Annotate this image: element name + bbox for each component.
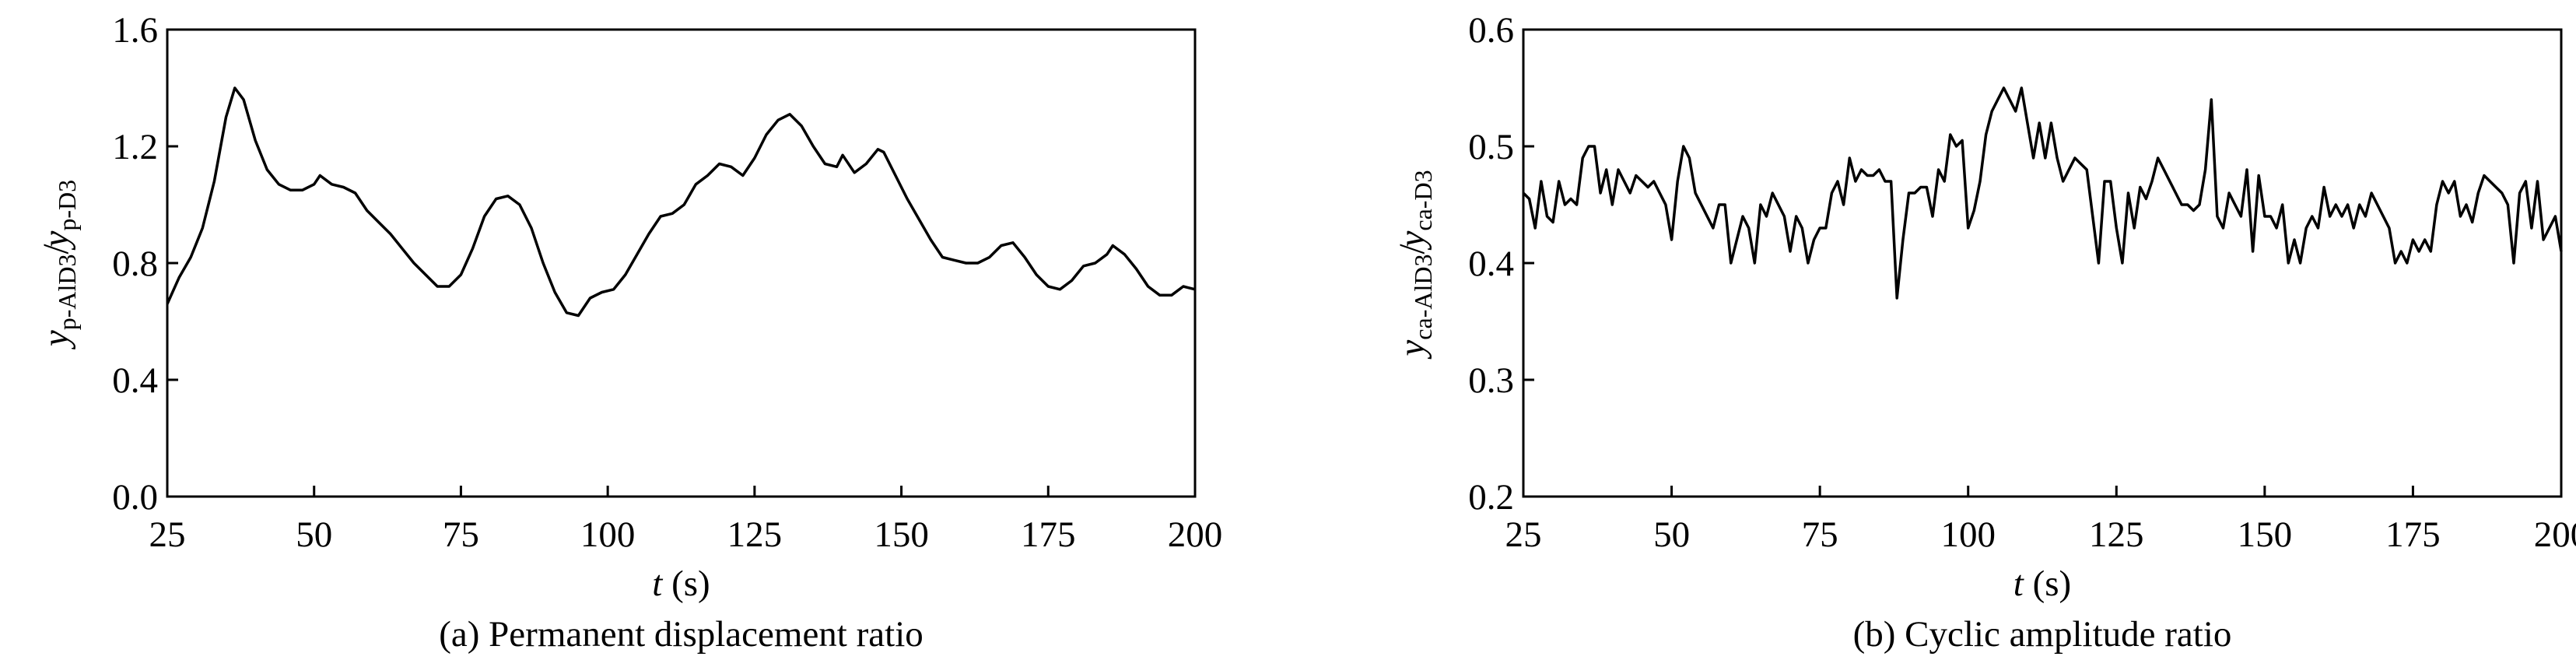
x-tick-label: 200 — [1168, 514, 1223, 555]
x-tick-label: 200 — [2534, 514, 2576, 555]
plot-frame — [166, 28, 1197, 498]
x-tick-label: 125 — [2089, 514, 2144, 555]
y-tick-label: 0.8 — [112, 244, 158, 284]
y-label-part: y — [36, 330, 76, 349]
x-tick-label: 100 — [580, 514, 636, 555]
y-tick-label: 0.3 — [1468, 360, 1514, 401]
y-tick-label: 0.0 — [112, 477, 158, 518]
x-tick-label: 100 — [1940, 514, 1996, 555]
x-label-part: t — [652, 563, 663, 604]
y-axis-label: yp-AlD3/yp-D3 — [36, 180, 81, 349]
x-tick-label: 25 — [1505, 514, 1542, 555]
x-tick-label: 150 — [874, 514, 929, 555]
x-label-part: (s) — [662, 563, 710, 604]
x-tick-label: 50 — [296, 514, 332, 555]
chart: 25 50 75 100 125 150 175 200 0.2 0.3 0.4 0.5 0.6 t (s… — [1392, 10, 2576, 655]
x-tick-label: 25 — [149, 514, 186, 555]
x-tick-label: 175 — [1021, 514, 1076, 555]
x-label-part: (s) — [2024, 563, 2071, 604]
y-tick-label: 0.6 — [1468, 10, 1514, 51]
x-tick-label: 75 — [1802, 514, 1838, 555]
y-label-subscript: ca-AlD3 — [1409, 255, 1437, 340]
y-label-part: y — [1392, 230, 1432, 250]
data-line — [1522, 86, 2563, 300]
y-label-part: y — [36, 230, 76, 250]
x-tick-label: 150 — [2238, 514, 2293, 555]
chart: 25 50 75 100 125 150 175 200 0.0 0.4 0.8 1.2 1.6 t (s… — [36, 10, 1222, 655]
caption: (b) Cyclic amplitude ratio — [1853, 614, 2232, 655]
x-tick-label: 125 — [727, 514, 783, 555]
y-tick-label: 0.2 — [1468, 477, 1514, 518]
x-axis-label: t (s) — [652, 563, 710, 604]
y-label-part: / — [1392, 244, 1432, 255]
x-tick-label: 175 — [2385, 514, 2441, 555]
y-tick-label: 0.4 — [1468, 244, 1514, 284]
x-tick-label: 75 — [443, 514, 479, 555]
y-tick-label: 0.4 — [112, 360, 158, 401]
y-label-part: / — [36, 244, 76, 255]
y-axis-label: yca-AlD3/yca-D3 — [1392, 170, 1437, 359]
y-label-subscript: p-D3 — [53, 180, 81, 231]
x-tick-label: 50 — [1653, 514, 1690, 555]
x-axis-label: t (s) — [2013, 563, 2071, 604]
data-line — [166, 86, 1196, 318]
y-tick-label: 1.2 — [112, 127, 158, 167]
caption: (a) Permanent displacement ratio — [439, 614, 924, 655]
x-label-part: t — [2013, 563, 2024, 604]
y-label-subscript: ca-D3 — [1409, 170, 1437, 230]
y-tick-label: 1.6 — [112, 10, 158, 51]
y-label-subscript: p-AlD3 — [53, 255, 81, 331]
y-tick-label: 0.5 — [1468, 127, 1514, 167]
y-label-part: y — [1392, 340, 1432, 360]
